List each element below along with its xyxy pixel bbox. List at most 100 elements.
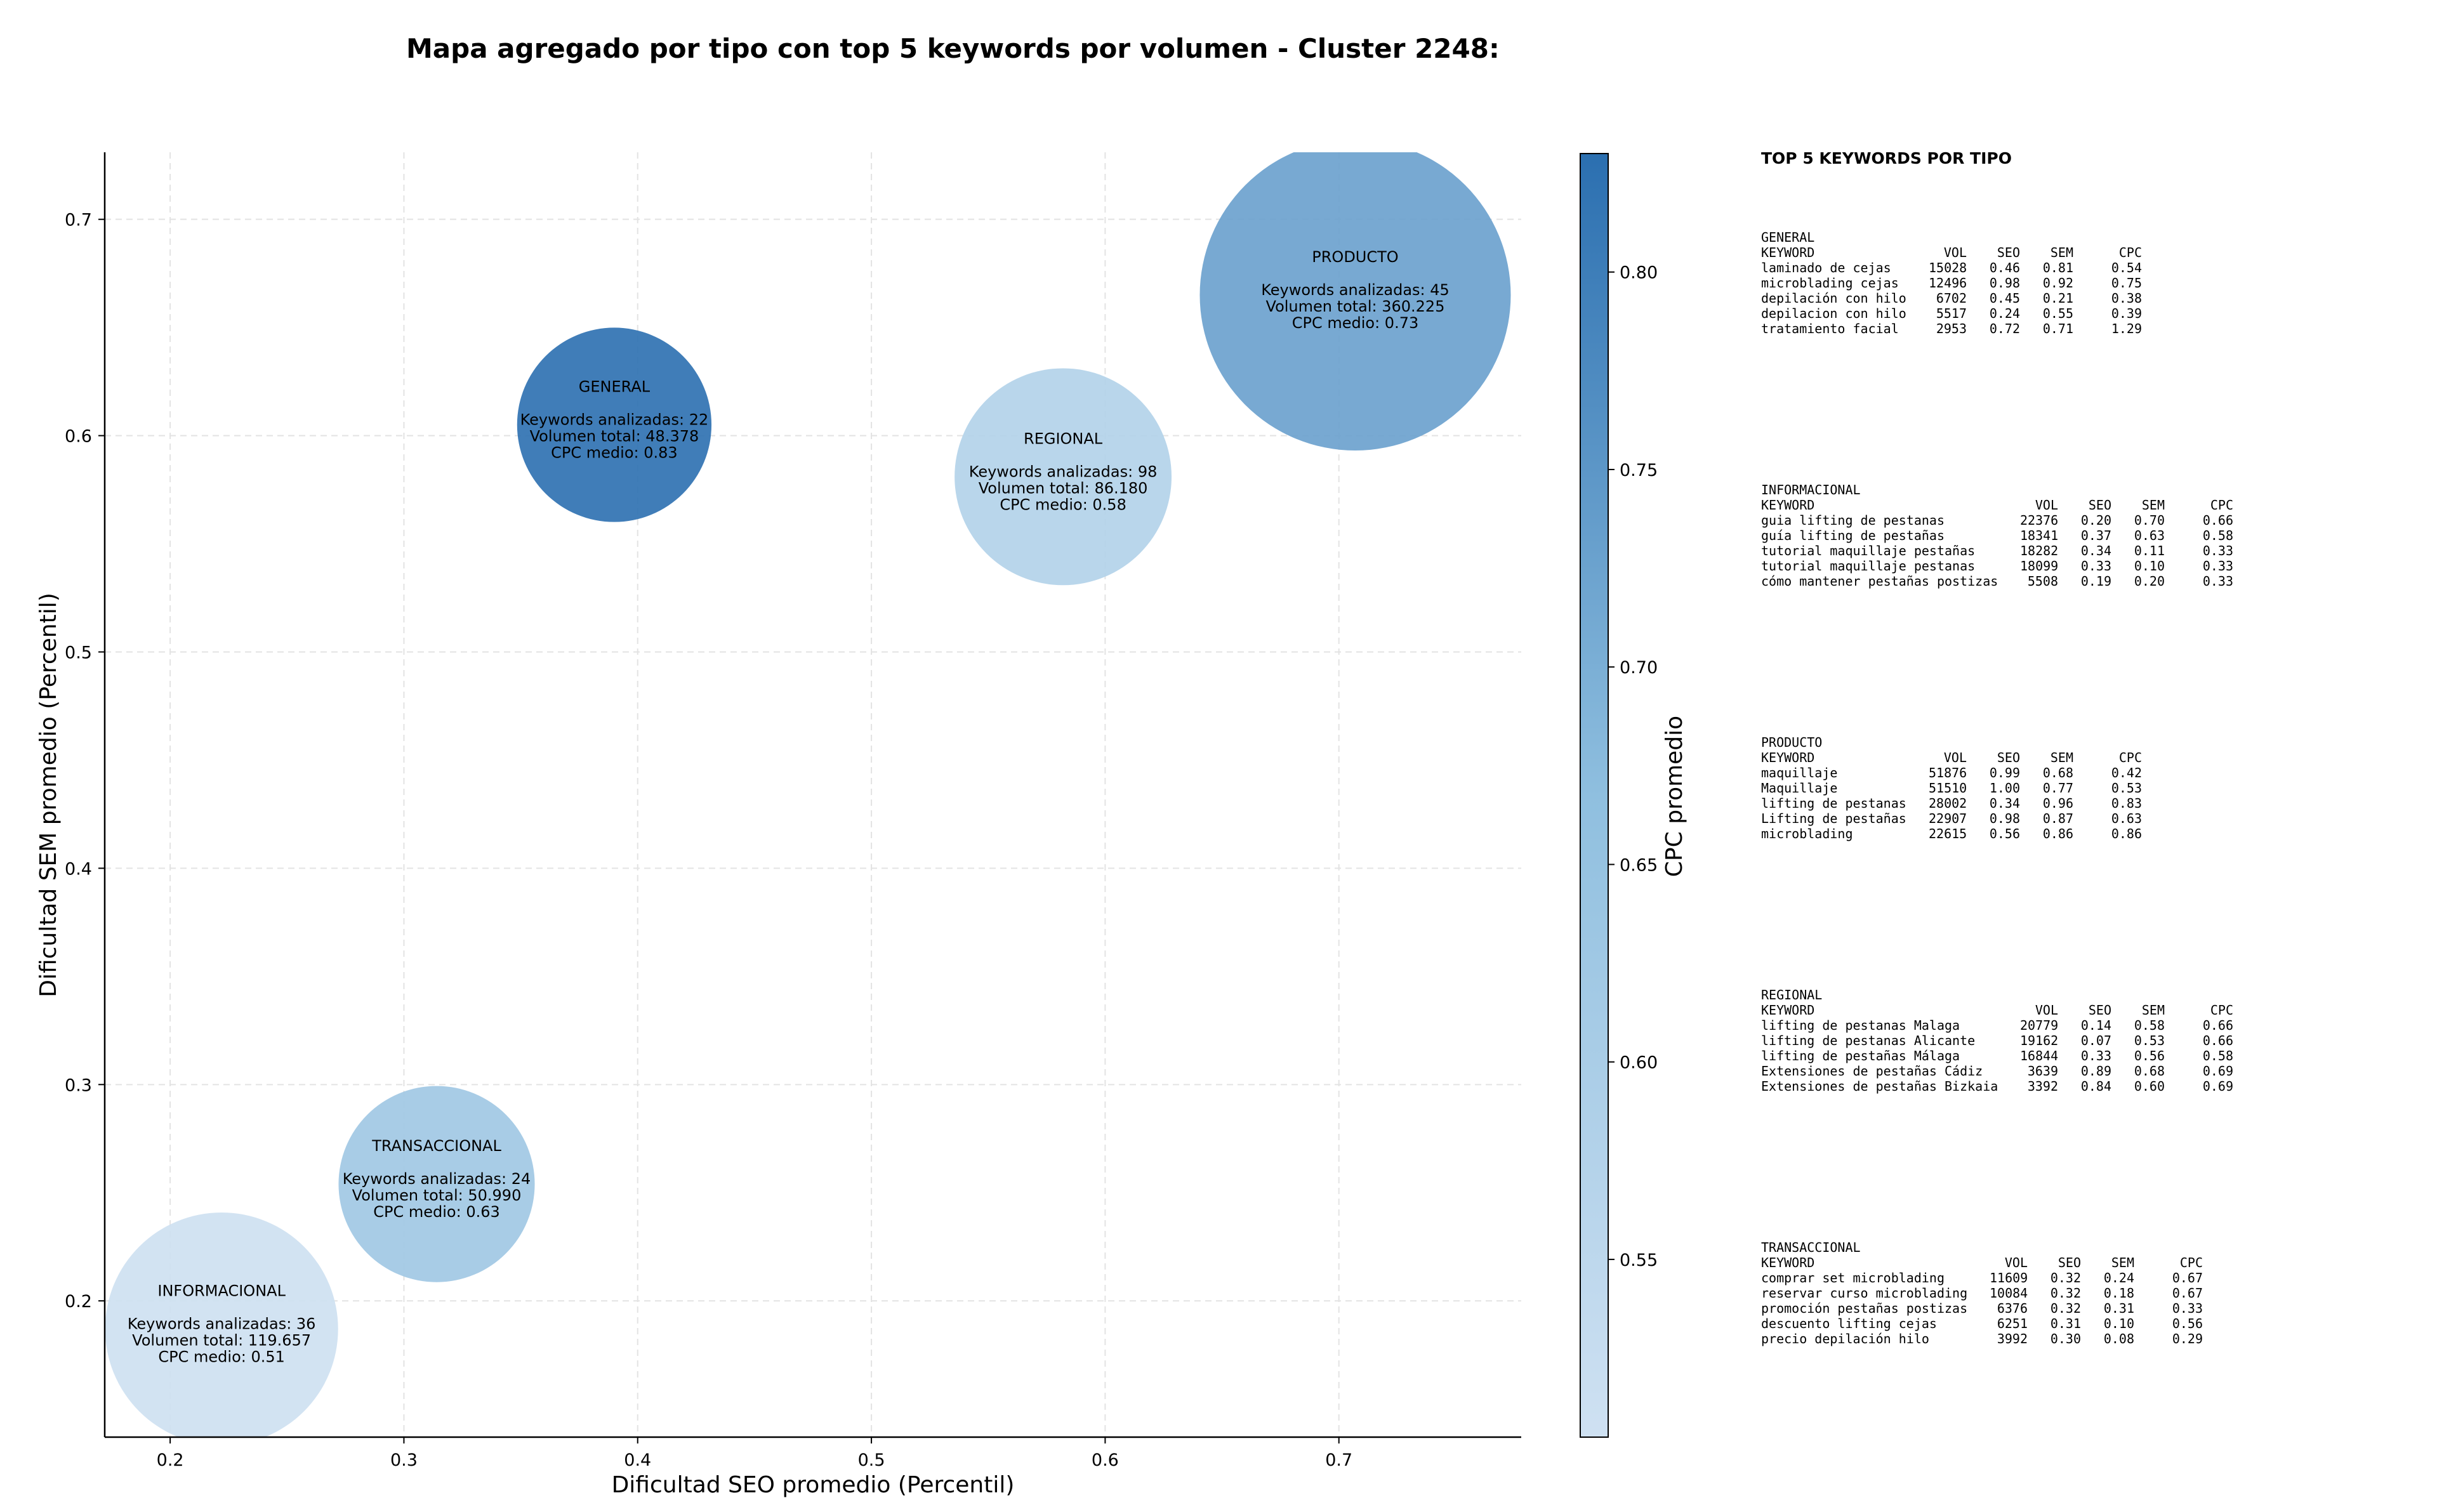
keyword-row: Lifting de pestañas 22907 0.98 0.87 0.63 bbox=[1761, 811, 2427, 826]
keyword-cell: 0.33 bbox=[2202, 558, 2233, 574]
keyword-cell: 0.24 bbox=[1989, 306, 2020, 321]
keyword-cell: 0.66 bbox=[2202, 513, 2233, 528]
keyword-row: Maquillaje 51510 1.00 0.77 0.53 bbox=[1761, 780, 2427, 796]
keyword-cell: 6702 bbox=[1936, 291, 1967, 306]
keyword-group-informacional: INFORMACIONAL KEYWORD VOL SEO SEM CPC guia lif… bbox=[1761, 482, 2427, 589]
keyword-row: microblading 22615 0.56 0.86 0.86 bbox=[1761, 826, 2427, 841]
axes bbox=[103, 152, 1521, 1438]
keyword-cell: 0.07 bbox=[2080, 1033, 2111, 1048]
keyword-cell: 0.53 bbox=[2111, 780, 2142, 796]
bubble-label-label: TRANSACCIONAL bbox=[371, 1137, 501, 1155]
keyword-cell: maquillaje bbox=[1761, 765, 1838, 780]
keyword-cell: promoción pestañas postizas bbox=[1761, 1301, 1968, 1316]
keyword-group-name: REGIONAL bbox=[1761, 987, 1823, 1003]
colorbar-tick-label: 0.60 bbox=[1620, 1053, 1658, 1073]
keyword-cell: 11609 bbox=[1990, 1270, 2028, 1285]
keyword-cell: 0.58 bbox=[2202, 528, 2233, 543]
keyword-row: depilación con hilo 6702 0.45 0.21 0.38 bbox=[1761, 291, 2427, 306]
y-tick-label: 0.4 bbox=[65, 859, 92, 879]
bubble-label-volume-line: Volumen total: 48.378 bbox=[530, 428, 699, 445]
keyword-cell: 22907 bbox=[1929, 811, 1967, 826]
column-header: SEO bbox=[2088, 497, 2111, 513]
keyword-cell: 0.99 bbox=[1989, 765, 2020, 780]
y-tick-label: 0.3 bbox=[65, 1075, 92, 1095]
keyword-cell: 0.10 bbox=[2103, 1316, 2134, 1331]
top-keywords-panel: TOP 5 KEYWORDS POR TIPO GENERAL KEYWORD VO… bbox=[1761, 149, 2427, 1492]
keyword-cell: reservar curso microblading bbox=[1761, 1285, 1968, 1301]
keyword-cell: 0.33 bbox=[2202, 574, 2233, 589]
bubble-producto bbox=[1199, 152, 1511, 450]
keyword-cell: 0.60 bbox=[2134, 1079, 2165, 1094]
keyword-cell: 0.32 bbox=[2050, 1270, 2081, 1285]
keyword-cell: Extensiones de pestañas Bizkaia bbox=[1761, 1079, 1998, 1094]
keyword-cell: 0.24 bbox=[2103, 1270, 2134, 1285]
keyword-cell: 0.18 bbox=[2103, 1285, 2134, 1301]
keyword-row: maquillaje 51876 0.99 0.68 0.42 bbox=[1761, 765, 2427, 780]
keyword-cell: Maquillaje bbox=[1761, 780, 1838, 796]
column-header: SEM bbox=[2050, 750, 2073, 765]
keyword-cell: 0.56 bbox=[2172, 1316, 2203, 1331]
column-header: CPC bbox=[2118, 245, 2142, 260]
chart-title: Mapa agregado por tipo con top 5 keyword… bbox=[406, 33, 1500, 64]
column-header: KEYWORD bbox=[1761, 497, 1815, 513]
column-header: VOL bbox=[1943, 245, 1967, 260]
keyword-cell: Extensiones de pestañas Cádiz bbox=[1761, 1063, 1983, 1079]
keyword-row: promoción pestañas postizas 6376 0.32 0.31 0… bbox=[1761, 1301, 2427, 1316]
keyword-cell: 51510 bbox=[1929, 780, 1967, 796]
keyword-cell: comprar set microblading bbox=[1761, 1270, 1945, 1285]
keyword-cell: laminado de cejas bbox=[1761, 260, 1891, 275]
keyword-cell: 0.19 bbox=[2080, 574, 2111, 589]
keyword-cell: 0.72 bbox=[1989, 321, 2020, 336]
keyword-row: tratamiento facial 2953 0.72 0.71 1.29 bbox=[1761, 321, 2427, 336]
keyword-cell: 0.33 bbox=[2202, 543, 2233, 558]
colorbar-tick-label: 0.55 bbox=[1620, 1251, 1658, 1270]
keyword-cell: 5517 bbox=[1936, 306, 1967, 321]
column-header: CPC bbox=[2179, 1255, 2203, 1270]
keyword-cell: tutorial maquillaje pestanas bbox=[1761, 558, 1976, 574]
keyword-cell: 0.31 bbox=[2050, 1316, 2081, 1331]
keyword-cell: 0.37 bbox=[2080, 528, 2111, 543]
keyword-cell: 0.32 bbox=[2050, 1285, 2081, 1301]
keyword-group-name: GENERAL bbox=[1761, 230, 1815, 245]
keyword-cell: 16844 bbox=[2020, 1048, 2059, 1063]
keyword-cell: 0.98 bbox=[1989, 275, 2020, 291]
keyword-cell: 18099 bbox=[2020, 558, 2059, 574]
keyword-row: tutorial maquillaje pestañas 18282 0.34 0.1… bbox=[1761, 543, 2427, 558]
top-keywords-title: TOP 5 KEYWORDS POR TIPO bbox=[1761, 149, 2012, 168]
keyword-cell: cómo mantener pestañas postizas bbox=[1761, 574, 1998, 589]
keyword-cell: 18341 bbox=[2020, 528, 2059, 543]
column-header: SEO bbox=[2057, 1255, 2081, 1270]
column-header: SEM bbox=[2050, 245, 2073, 260]
keyword-group-name: TRANSACCIONAL bbox=[1761, 1240, 1861, 1255]
keyword-cell: 0.75 bbox=[2111, 275, 2142, 291]
keyword-cell: 0.46 bbox=[1989, 260, 2020, 275]
column-header: VOL bbox=[2035, 1003, 2058, 1018]
keyword-row: comprar set microblading 11609 0.32 0.24 0.6… bbox=[1761, 1270, 2427, 1285]
bubble-layer bbox=[105, 152, 1511, 1437]
keyword-cell: tratamiento facial bbox=[1761, 321, 1899, 336]
bubble-label-label: REGIONAL bbox=[1024, 430, 1103, 447]
keyword-cell: lifting de pestañas Málaga bbox=[1761, 1048, 1960, 1063]
keyword-cell: 22615 bbox=[1929, 826, 1967, 841]
keyword-cell: 19162 bbox=[2020, 1033, 2059, 1048]
keyword-cell: 0.96 bbox=[2042, 796, 2073, 811]
keyword-cell: 0.31 bbox=[2103, 1301, 2134, 1316]
column-header: VOL bbox=[2004, 1255, 2028, 1270]
y-tick-label: 0.6 bbox=[65, 427, 92, 447]
keyword-cell: 0.56 bbox=[1989, 826, 2020, 841]
keyword-row: Extensiones de pestañas Bizkaia 3392 0.84 0… bbox=[1761, 1079, 2427, 1094]
x-tick-label: 0.6 bbox=[1092, 1450, 1119, 1470]
keyword-groups: GENERAL KEYWORD VOL SEO SEM CPC laminado de ce… bbox=[1761, 230, 2427, 1346]
bubble-label-cpc-line: CPC medio: 0.58 bbox=[1000, 496, 1126, 513]
column-header: KEYWORD bbox=[1761, 750, 1815, 765]
x-tick-label: 0.7 bbox=[1325, 1450, 1352, 1470]
keyword-group-name: PRODUCTO bbox=[1761, 735, 1823, 750]
keyword-cell: 10084 bbox=[1990, 1285, 2028, 1301]
bubble-label-volume-line: Volumen total: 119.657 bbox=[132, 1332, 311, 1350]
keyword-cell: 0.33 bbox=[2080, 1048, 2111, 1063]
keyword-cell: 0.08 bbox=[2103, 1331, 2134, 1346]
column-header: KEYWORD bbox=[1761, 1255, 1815, 1270]
bubble-transaccional bbox=[338, 1086, 535, 1282]
keyword-cell: 0.29 bbox=[2172, 1331, 2203, 1346]
keyword-cell: 20779 bbox=[2020, 1018, 2059, 1033]
